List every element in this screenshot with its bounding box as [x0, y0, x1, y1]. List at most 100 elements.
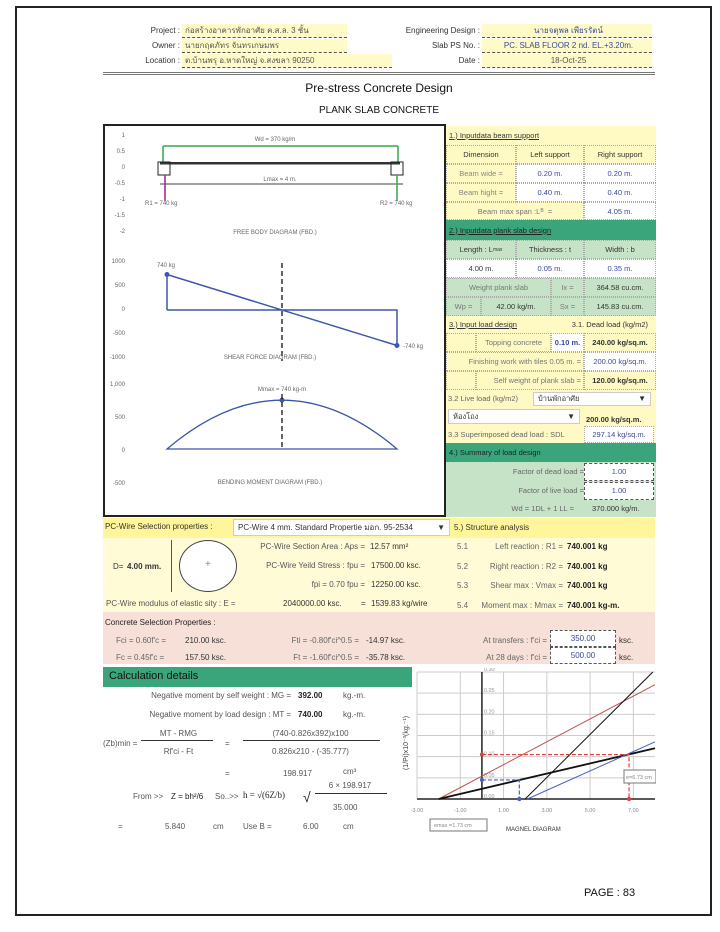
fbd-ytick: -1 [120, 197, 126, 203]
beam-wide-right[interactable]: 0.20 m. [584, 164, 656, 183]
x-tick-label: 3.00 [541, 808, 552, 814]
calc-header: Calculation details [103, 667, 412, 687]
date-label: Date : [458, 56, 480, 65]
wire-selection-label: PC-Wire Selection properties : [105, 522, 213, 531]
finish-label: Finishing work with tiles 0.05 m. = [446, 352, 584, 371]
fpu-value: 17500.00 ksc. [371, 561, 421, 570]
page-title: Pre-stress Concrete Design [305, 81, 453, 95]
header-divider [103, 72, 655, 75]
topping-thickness[interactable]: 0.10 m. [551, 333, 584, 352]
shear-right-label: -740 kg [403, 344, 423, 350]
moment-max-point [279, 397, 285, 403]
sdl-label: 3.3 Superimposed dead load : SDL [448, 430, 565, 439]
shear-left-label: 740 kg [157, 263, 175, 269]
h-unit: cm [213, 822, 224, 831]
beam-max-span[interactable]: 4.05 m. [584, 202, 656, 220]
live-room-select[interactable]: ห้องโถง ▼ [448, 409, 580, 424]
length-value[interactable]: 4.00 m. [446, 259, 516, 278]
sfd-title: SHEAR FORCE DIAGRAM (FBD.) [224, 355, 316, 361]
date-field[interactable]: 18-Oct-25 [482, 54, 652, 68]
fraction-bar [141, 740, 213, 741]
fbd-ytick: 0.5 [117, 149, 126, 155]
sqrt-icon: √ [303, 789, 311, 805]
fci-label: Fci = 0.60f'c = [116, 636, 166, 645]
beam-wide-left[interactable]: 0.20 m. [516, 164, 584, 183]
shear-point [394, 343, 400, 349]
live-factor-input[interactable]: 1.00 [584, 481, 654, 500]
project-field[interactable]: ก่อสร้างอาคารพักอาศัย ค.ส.ล. 3 ชั้น [182, 24, 347, 38]
shear-point [164, 271, 170, 277]
location-field[interactable]: ต.บ้านพรุ อ.หาดใหญ่ จ.สงขลา 90250 [182, 54, 392, 68]
beam-hight-right[interactable]: 0.40 m. [584, 183, 656, 202]
mg-value: 392.00 [298, 691, 323, 700]
page-frame [15, 6, 712, 916]
live-factor-label: Factor of live load = [518, 486, 584, 495]
concrete-title: Concrete Selection Properties : [105, 618, 216, 627]
slab-label: Slab PS No. : [431, 41, 480, 50]
width-value[interactable]: 0.35 m. [584, 259, 656, 278]
sfd-ytick: 1000 [112, 259, 126, 265]
sfd-ytick: -500 [113, 331, 126, 337]
input-panel: 1.) Inputdata beam support Dimension Lef… [446, 126, 656, 517]
mt-unit: kg.-m. [343, 710, 366, 719]
annotation-point [479, 777, 484, 782]
topping-label: Topping concrete [476, 333, 551, 352]
calc-body: Negative moment by self weight : MG = 39… [103, 687, 403, 837]
bmd-ytick: 500 [115, 415, 126, 421]
h-value: 5.840 [165, 822, 186, 831]
col-dimension: Dimension [446, 145, 516, 164]
s5-value: 740.001 kg [567, 542, 608, 551]
topping-load: 240.00 kg/sq.m. [584, 333, 656, 352]
area-label: PC-Wire Section Area : Aps = [260, 542, 365, 551]
finish-load[interactable]: 200.00 kg/sq.m. [584, 352, 656, 371]
magnel-line [527, 741, 656, 800]
live-type-select[interactable]: บ้านพักอาศัย ▼ [533, 391, 651, 406]
ft-label: Ft = -1.60f'ci^0.5 = [293, 653, 359, 662]
use-value: 6.00 [303, 822, 319, 831]
self-weight-label: Self weight of plank slab = [476, 371, 584, 390]
dead-factor-input[interactable]: 1.00 [584, 462, 654, 481]
fti-value: -14.97 ksc. [366, 636, 406, 645]
zb-numerator-value: (740-0.826x392)x100 [272, 729, 349, 738]
dropdown-arrow-icon: ▼ [437, 523, 445, 532]
owner-field[interactable]: นายกฤตภัทร จันทรเกษมพร [182, 39, 347, 53]
page-subtitle: PLANK SLAB CONCRETE [318, 105, 440, 116]
days-input[interactable]: 500.00 [550, 647, 616, 664]
r2-label: R2 = 740 kg [380, 201, 413, 207]
annotation-guide [481, 779, 520, 799]
live-load-label: 3.2 Live load (kg/m2) [448, 394, 519, 403]
annotation-guide [481, 753, 630, 799]
wire-select[interactable]: PC-Wire 4 mm. Standard Propertie มอก. 95… [233, 519, 450, 536]
wire-select-value: PC-Wire 4 mm. Standard Propertie มอก. 95… [238, 523, 413, 532]
d-value: 4.00 mm. [127, 562, 162, 571]
emax-label: emax =1.73 cm [434, 823, 472, 829]
diagram-panel: 1 0.5 0 -0.5 -1 -1.5 -2 Wd = 370 kg/m Lmax = 4 m… [103, 124, 446, 517]
r1-label: R1 = 740 kg [145, 201, 178, 207]
days-label: At 28 days : f'ci = [486, 653, 547, 662]
fbd-ytick: -2 [120, 229, 126, 235]
modulus-value: 2040000.00 ksc. [283, 599, 342, 608]
beam-hight-left[interactable]: 0.40 m. [516, 183, 584, 202]
engineer-field[interactable]: นายจตุพล เพียรรัตน์ [482, 24, 652, 38]
transfer-input[interactable]: 350.00 [550, 630, 616, 647]
s5-value: 740.001 kg-m. [567, 600, 620, 610]
annotation-point [626, 796, 632, 802]
bmd-title: BENDING MOMENT DIAGRAM (FBD.) [218, 480, 323, 486]
sfd-ytick: -1000 [110, 355, 126, 361]
s5-index: 5.3 [457, 581, 469, 590]
transfer-label: At transfers : f'ci = [483, 636, 547, 645]
fraction-bar [315, 793, 387, 794]
self-weight-load: 120.00 kg/sq.m. [584, 371, 656, 390]
dropdown-arrow-icon: ▼ [567, 412, 575, 421]
zb-label: (Zb)min = [103, 739, 138, 748]
left-support-icon [157, 161, 171, 176]
emax-callout [429, 818, 488, 832]
thickness-value[interactable]: 0.05 m. [516, 259, 584, 278]
span-eq: = [547, 206, 553, 216]
annotation-point [517, 796, 522, 802]
h-denominator: 35.000 [333, 803, 358, 812]
slab-field[interactable]: PC. SLAB FLOOR 2 nd. EL.+3.20m. [482, 39, 652, 53]
h-numerator: 6 × 198.917 [328, 781, 372, 790]
section1-title: 1.) Inputdata beam support [449, 131, 540, 140]
section3-title: 3.) Input load design [449, 320, 517, 329]
